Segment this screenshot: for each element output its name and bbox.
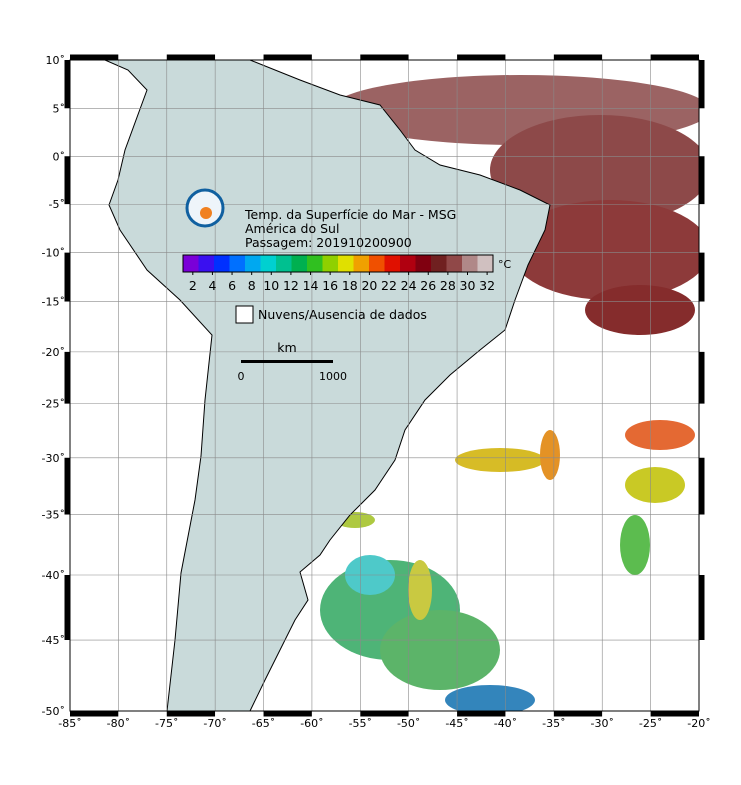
x-tick-label: -30˚ bbox=[590, 717, 613, 730]
colorbar-cell bbox=[400, 255, 416, 272]
colorbar-cell bbox=[477, 255, 494, 272]
x-tick-label: -85˚ bbox=[58, 717, 81, 730]
colorbar-cell bbox=[415, 255, 432, 272]
colorbar-tick-label: 4 bbox=[208, 278, 216, 293]
y-tick-label: -45˚ bbox=[42, 634, 65, 647]
colorbar-tick-label: 28 bbox=[440, 278, 456, 293]
sst-patch bbox=[510, 200, 699, 300]
colorbar-cell bbox=[431, 255, 447, 272]
y-tick-label: -10˚ bbox=[42, 247, 65, 260]
y-tick-label: 5˚ bbox=[53, 102, 66, 115]
sst-patch bbox=[620, 515, 650, 575]
colorbar-unit: °C bbox=[498, 258, 512, 271]
sst-patch bbox=[625, 467, 685, 503]
colorbar-tick-label: 18 bbox=[342, 278, 358, 293]
colorbar-cell bbox=[183, 255, 199, 272]
colorbar-cell bbox=[291, 255, 308, 272]
scale-bar: km 0 1000 bbox=[238, 340, 348, 383]
x-tick-label: -80˚ bbox=[107, 717, 130, 730]
frame-edges bbox=[64, 54, 705, 717]
sst-patch bbox=[585, 285, 695, 335]
sst-patch bbox=[380, 610, 500, 690]
colorbar-tick-label: 14 bbox=[303, 278, 319, 293]
colorbar-cell bbox=[446, 255, 463, 272]
colorbar-cell bbox=[245, 255, 261, 272]
y-tick-label: -25˚ bbox=[42, 398, 65, 411]
x-tick-label: -75˚ bbox=[155, 717, 178, 730]
y-tick-label: -15˚ bbox=[42, 296, 65, 309]
sst-patch bbox=[625, 420, 695, 450]
x-tick-label: -35˚ bbox=[542, 717, 565, 730]
x-tick-label: -60˚ bbox=[300, 717, 323, 730]
x-tick-label: -45˚ bbox=[445, 717, 468, 730]
legend-label: Nuvens/Ausencia de dados bbox=[258, 307, 427, 322]
y-tick-label: -30˚ bbox=[42, 452, 65, 465]
scale-label: 0 bbox=[238, 370, 245, 383]
colorbar-frame bbox=[182, 254, 494, 273]
frame bbox=[69, 59, 700, 712]
grid bbox=[70, 60, 699, 711]
colorbar-tick-label: 10 bbox=[263, 278, 279, 293]
title: Temp. da Superfície do Mar - MSG bbox=[244, 207, 456, 222]
x-tick-label: -40˚ bbox=[494, 717, 517, 730]
y-tick-label: -40˚ bbox=[42, 569, 65, 582]
colorbar-tick-label: 22 bbox=[381, 278, 397, 293]
colorbar-tick-label: 8 bbox=[248, 278, 256, 293]
sst-patch bbox=[455, 448, 545, 472]
colorbar-cell bbox=[338, 255, 354, 272]
colorbar-tick-label: 26 bbox=[420, 278, 436, 293]
colorbar-cell bbox=[307, 255, 323, 272]
sst-patch bbox=[408, 560, 432, 620]
colorbar-cell bbox=[198, 255, 215, 272]
colorbar-cell bbox=[384, 255, 401, 272]
y-tick-label: -35˚ bbox=[42, 509, 65, 522]
y-tick-label: -50˚ bbox=[42, 705, 65, 718]
x-tick-label: -55˚ bbox=[349, 717, 372, 730]
subtitle: América do Sul bbox=[245, 221, 339, 236]
x-tick-label: -65˚ bbox=[252, 717, 275, 730]
colorbar-cell bbox=[260, 255, 277, 272]
colorbar: 2 4 6 8 10 12 14 16 18 20 22 24 26 28 30 32 bbox=[182, 254, 495, 293]
x-tick-label: -20˚ bbox=[687, 717, 710, 730]
sst-patch bbox=[540, 430, 560, 480]
colorbar-cell bbox=[214, 255, 230, 272]
colorbar-tick-label: 2 bbox=[189, 278, 197, 293]
y-tick-label: -5˚ bbox=[49, 198, 65, 211]
map-body bbox=[70, 60, 699, 711]
y-tick-label: 10˚ bbox=[46, 54, 66, 67]
colorbar-tick-label: 16 bbox=[322, 278, 338, 293]
sst-patches bbox=[320, 75, 699, 711]
sst-patch bbox=[445, 685, 535, 711]
pass-time: Passagem: 201910200900 bbox=[245, 235, 412, 250]
colorbar-tick-label: 32 bbox=[479, 278, 495, 293]
colorbar-tick-label: 20 bbox=[361, 278, 377, 293]
colorbar-tick-label: 30 bbox=[460, 278, 476, 293]
colorbar-tick-label: 24 bbox=[401, 278, 417, 293]
colorbar-cell bbox=[276, 255, 292, 272]
colorbar-tick-label: 12 bbox=[283, 278, 299, 293]
logo bbox=[185, 188, 225, 228]
x-tick-label: -70˚ bbox=[203, 717, 226, 730]
y-tick-label: -20˚ bbox=[42, 346, 65, 359]
sst-patch bbox=[490, 115, 699, 225]
scale-unit: km bbox=[277, 340, 296, 355]
scale-label: 1000 bbox=[319, 370, 347, 383]
x-tick-label: -50˚ bbox=[397, 717, 420, 730]
colorbar-cell bbox=[462, 255, 478, 272]
colorbar-tick-label: 6 bbox=[228, 278, 236, 293]
scale-bar-line bbox=[241, 360, 333, 363]
colorbar-cell bbox=[369, 255, 385, 272]
legend-swatch bbox=[235, 305, 254, 324]
colorbar-cell bbox=[229, 255, 246, 272]
logo-dot bbox=[200, 207, 212, 219]
colorbar-cell bbox=[353, 255, 370, 272]
x-tick-label: -25˚ bbox=[639, 717, 662, 730]
y-tick-label: 0˚ bbox=[53, 150, 66, 163]
colorbar-cell bbox=[322, 255, 339, 272]
